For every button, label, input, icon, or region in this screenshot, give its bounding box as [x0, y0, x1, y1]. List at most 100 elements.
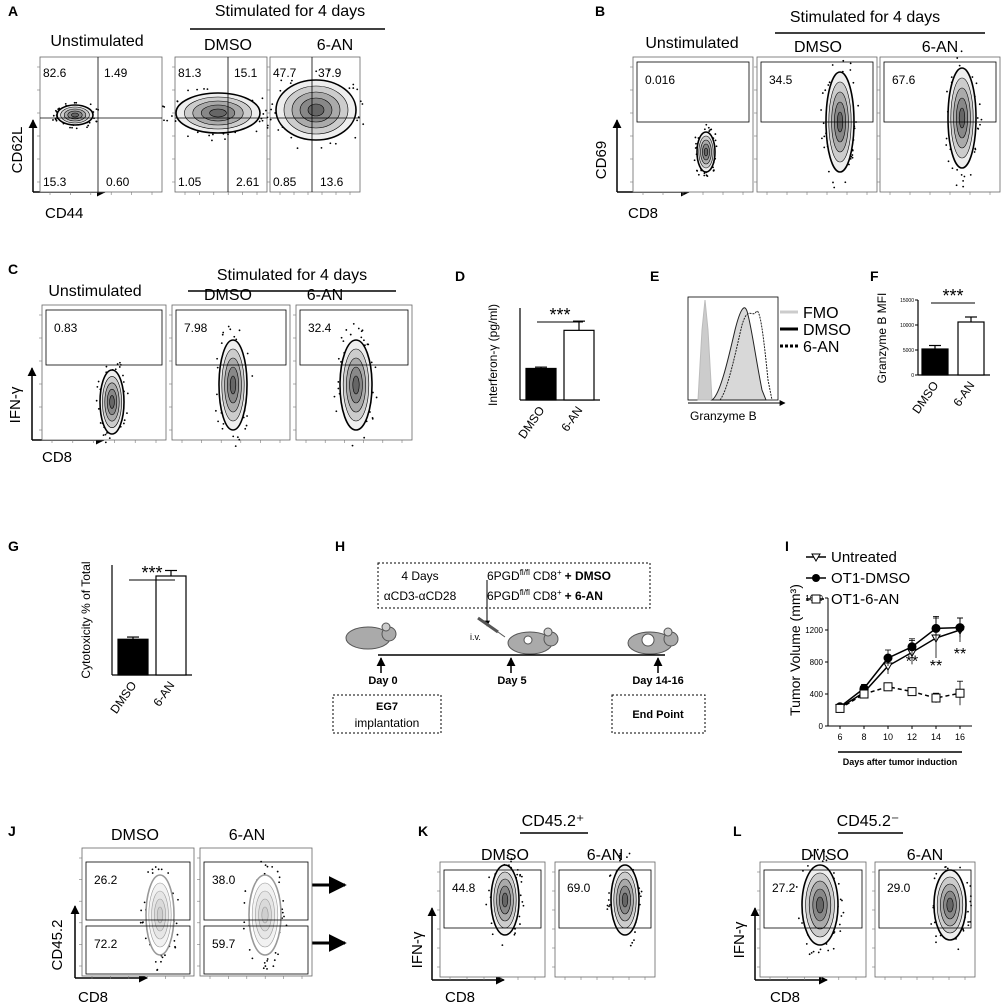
marker	[955, 623, 965, 633]
event-dot	[242, 927, 245, 930]
marker	[931, 623, 941, 633]
event-dot	[122, 381, 125, 383]
event-dot	[962, 185, 965, 188]
event-dot	[634, 931, 636, 933]
event-dot	[75, 101, 78, 104]
event-dot	[248, 948, 251, 951]
x-axis-label: CD8	[628, 205, 658, 222]
start-line: EG7	[376, 701, 398, 713]
event-dot	[290, 79, 293, 82]
event-dot	[639, 895, 642, 898]
event-dot	[629, 944, 632, 947]
event-dot	[217, 420, 219, 423]
legend-label: 6-AN	[803, 339, 839, 356]
event-dot	[933, 877, 936, 880]
plot-frame	[439, 861, 546, 978]
bar	[957, 321, 985, 376]
event-dot	[269, 118, 272, 121]
event-dot	[266, 968, 268, 970]
event-dot	[122, 422, 125, 425]
event-dot	[224, 138, 226, 140]
event-dot	[606, 904, 609, 907]
marker	[907, 687, 917, 697]
gate-value: 0.60	[106, 175, 130, 189]
mouse	[507, 627, 559, 655]
event-dot	[849, 69, 852, 71]
plot-title: Unstimulated	[50, 33, 143, 50]
event-dot	[356, 88, 359, 91]
event-dot	[315, 70, 318, 73]
x-tick-label: 8	[861, 732, 866, 742]
event-dot	[273, 959, 276, 962]
event-dot	[238, 438, 241, 441]
flow-panel: K CD45.2⁺ IFN-γ CD8 DMSO 44.8 6-AN 69.0	[409, 813, 656, 1006]
x-axis-label: CD8	[42, 449, 72, 466]
event-dot	[216, 393, 218, 396]
event-dot	[944, 866, 947, 868]
event-dot	[234, 445, 237, 448]
event-dot	[805, 943, 808, 945]
event-dot	[801, 922, 803, 924]
event-dot	[266, 124, 269, 127]
event-dot	[485, 903, 488, 906]
event-dot	[506, 854, 509, 857]
event-dot	[974, 148, 977, 151]
event-dot	[280, 79, 283, 82]
contour	[71, 112, 79, 118]
event-dot	[102, 434, 105, 436]
event-dot	[822, 122, 825, 125]
event-dot	[488, 889, 490, 892]
event-dot	[506, 856, 509, 859]
panel-header: CD45.2⁺	[522, 813, 585, 830]
event-dot	[978, 103, 981, 106]
event-dot	[695, 142, 697, 145]
event-dot	[64, 102, 67, 105]
event-dot	[851, 156, 854, 159]
marker	[931, 693, 941, 703]
x-axis-label: CD8	[78, 989, 108, 1006]
contour	[703, 147, 709, 157]
legend-marker	[811, 553, 821, 563]
event-dot	[352, 322, 355, 325]
event-dot	[831, 64, 834, 66]
event-dot	[945, 144, 948, 146]
event-dot	[825, 855, 828, 858]
panel-label: G	[8, 538, 19, 554]
treatment: 6PGDfl/fl CD8+ + 6-AN	[487, 588, 603, 603]
event-dot	[935, 872, 938, 875]
gate	[45, 309, 163, 366]
event-dot	[812, 950, 815, 953]
event-dot	[827, 170, 830, 173]
event-dot	[518, 915, 521, 918]
event-dot	[206, 88, 209, 91]
event-dot	[244, 890, 247, 892]
event-dot	[211, 139, 213, 142]
event-dot	[246, 352, 249, 355]
gate-value: 81.3	[178, 66, 202, 80]
event-dot	[260, 117, 263, 120]
flow-panel: C Stimulated for 4 days IFN-γ CD8 Unstimulat…	[7, 261, 413, 466]
marker	[835, 703, 845, 713]
event-dot	[839, 930, 842, 933]
event-dot	[320, 146, 323, 149]
event-dot	[715, 145, 718, 148]
event-dot	[631, 941, 634, 944]
event-dot	[935, 935, 937, 938]
event-dot	[177, 898, 179, 901]
event-dot	[277, 953, 279, 956]
bar	[117, 638, 149, 676]
event-dot	[151, 868, 154, 871]
event-dot	[490, 922, 493, 925]
gate-value: 72.2	[94, 937, 118, 951]
treatment: 6PGDfl/fl CD8+ + DMSO	[487, 568, 611, 583]
event-dot	[354, 136, 357, 139]
event-dot	[705, 123, 708, 126]
y-axis-label: Cytotoxicity % of Total	[79, 561, 93, 678]
plot-frame	[554, 861, 656, 978]
event-dot	[143, 901, 146, 904]
contour	[501, 892, 509, 908]
event-dot	[104, 433, 107, 436]
x-tick-label: 6	[837, 732, 842, 742]
event-dot	[142, 921, 144, 924]
event-dot	[967, 910, 969, 913]
